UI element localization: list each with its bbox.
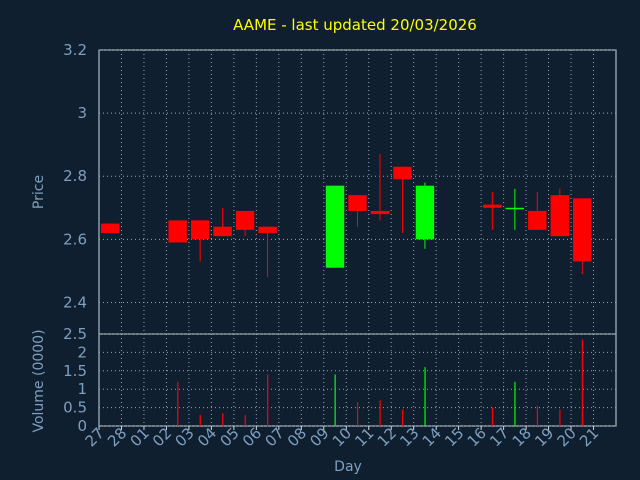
price-tick-label: 2.8 (63, 167, 87, 185)
candle-body (393, 166, 412, 180)
candle-body (483, 204, 502, 208)
candle-body (348, 195, 367, 211)
price-axis-label: Price (31, 175, 47, 209)
candle-body (415, 185, 435, 240)
volume-bar (244, 414, 246, 426)
candle-body (528, 210, 547, 230)
candle-body (213, 226, 232, 237)
volume-bar (581, 339, 583, 426)
candle-body (235, 210, 255, 230)
price-panel: 2.4 2.6 2.8 3 3.2 (63, 41, 617, 335)
volume-bar (199, 414, 201, 426)
volume-bar (559, 409, 561, 426)
volume-bar (267, 374, 269, 426)
price-plot-frame (98, 49, 617, 335)
price-tick-label: 3.2 (63, 41, 87, 59)
candle-body (168, 220, 187, 243)
day-axis-label: Day (334, 459, 362, 475)
volume-bar (222, 413, 224, 426)
candle-body (505, 207, 525, 210)
volume-tick-label: 1.5 (63, 362, 87, 380)
volume-bar (357, 402, 359, 426)
volume-tick-label: 0 (77, 417, 87, 435)
volume-tick-label: 1 (77, 380, 87, 398)
volume-panel: 00.511.522.5 (63, 325, 617, 435)
price-tick-label: 2.4 (63, 293, 87, 311)
candle-body (573, 198, 592, 262)
candle-body (550, 195, 570, 237)
candle-body (101, 223, 120, 234)
volume-tick-label: 2.5 (63, 325, 87, 343)
volume-bar (536, 405, 539, 426)
candle-body (370, 210, 390, 215)
volume-bar (177, 381, 179, 426)
day-tick-labels: 2728010203040506070809101112131415161718… (82, 424, 603, 450)
volume-bar (424, 367, 426, 426)
price-tick-label: 3 (77, 104, 87, 122)
volume-bar (379, 400, 381, 426)
candle-body (258, 226, 277, 234)
volume-axis-label: Volume (0000) (31, 329, 47, 432)
volume-bar (334, 374, 336, 426)
volume-tick-label: 0.5 (63, 399, 87, 417)
volume-bar (514, 381, 516, 426)
price-tick-label: 2.6 (63, 230, 87, 248)
volume-bar (491, 407, 494, 426)
candle-body (325, 185, 345, 268)
candle-body (190, 220, 210, 240)
volume-bar (401, 409, 404, 426)
chart-title: AAME - last updated 20/03/2026 (233, 16, 477, 34)
volume-tick-label: 2 (77, 343, 87, 361)
